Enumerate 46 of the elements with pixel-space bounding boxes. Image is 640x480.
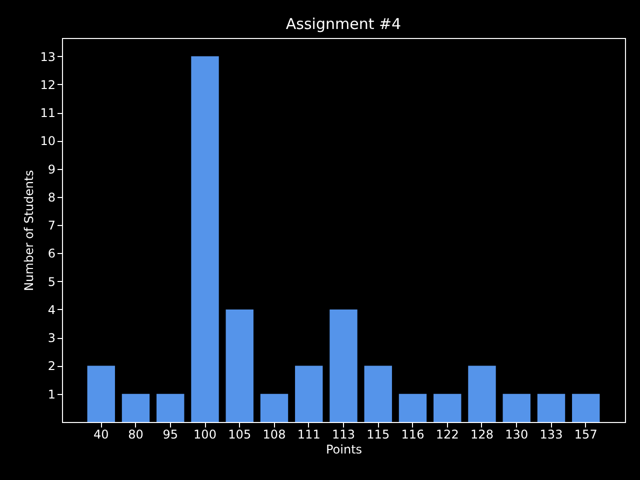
y-tick-label: 3 xyxy=(48,331,56,346)
x-axis-title: Points xyxy=(326,442,362,456)
x-tick-label: 111 xyxy=(297,428,320,442)
x-tick-label: 116 xyxy=(401,428,424,442)
bar xyxy=(364,366,392,422)
y-tick-label: 1 xyxy=(48,387,56,402)
chart-title: Assignment #4 xyxy=(286,15,402,33)
y-tick-label: 2 xyxy=(48,359,56,374)
bar xyxy=(330,309,358,422)
bar xyxy=(398,394,427,422)
x-tick-label: 95 xyxy=(162,428,178,442)
x-tick-label: 157 xyxy=(574,428,598,442)
bar xyxy=(468,366,496,422)
y-tick-label: 8 xyxy=(48,190,56,204)
x-tick-label: 122 xyxy=(436,428,459,442)
y-tick-label: 12 xyxy=(40,78,56,92)
y-tick-label: 10 xyxy=(40,134,56,148)
x-tick-label: 113 xyxy=(332,428,355,442)
y-tick-label: 9 xyxy=(48,162,56,176)
x-tick-label: 80 xyxy=(128,428,144,442)
bar xyxy=(502,394,530,422)
x-tick-label: 128 xyxy=(470,428,494,442)
bar xyxy=(87,366,115,422)
bar xyxy=(260,394,288,422)
x-tick-label: 100 xyxy=(194,428,216,442)
bar xyxy=(156,394,184,422)
y-tick-label: 11 xyxy=(40,106,56,120)
x-tick-label: 130 xyxy=(505,428,528,442)
bar xyxy=(295,366,323,422)
x-tick-label: 133 xyxy=(540,428,563,442)
x-tick-label: 40 xyxy=(93,428,109,442)
bar xyxy=(537,394,566,422)
x-tick-label: 105 xyxy=(228,428,252,442)
x-tick-label: 115 xyxy=(366,428,390,442)
y-tick-label: 4 xyxy=(48,302,56,317)
bar xyxy=(434,394,462,422)
x-tick-label: 108 xyxy=(262,428,286,442)
bar xyxy=(226,309,254,422)
y-tick-label: 5 xyxy=(48,274,56,289)
bar xyxy=(191,56,219,422)
y-tick-label: 6 xyxy=(48,246,56,261)
y-tick-label: 7 xyxy=(48,218,56,233)
bar xyxy=(122,394,150,422)
y-axis-title: Number of Students xyxy=(22,170,36,291)
bar xyxy=(572,394,600,422)
y-tick-label: 13 xyxy=(40,50,56,64)
